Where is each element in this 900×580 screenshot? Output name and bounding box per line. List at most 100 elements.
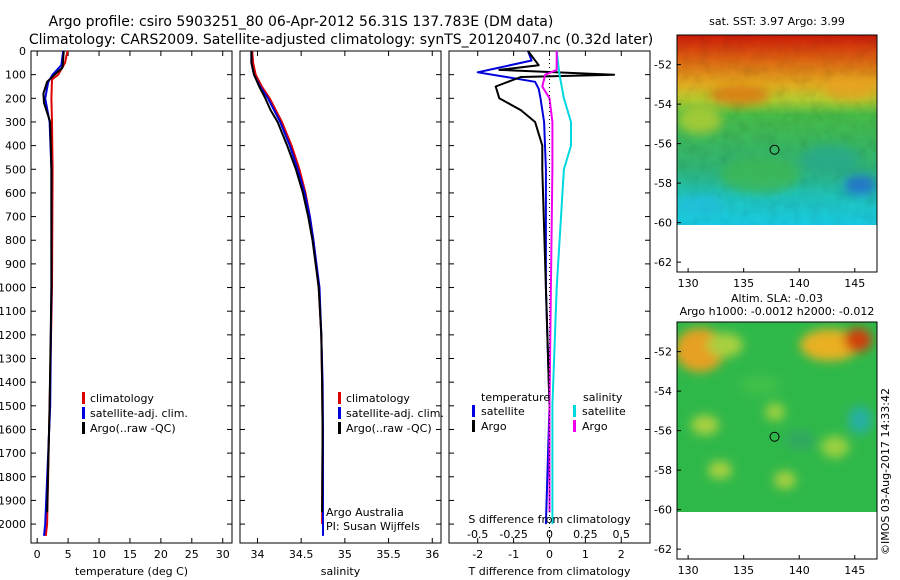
x-tick-label: 2 [618,548,625,561]
axes-frame [30,50,233,544]
map-x-tick-label: 145 [844,564,865,577]
x-axis-label: salinity [321,565,361,578]
legend-swatch [338,392,341,404]
map-y-tick-label: -52 [654,346,672,359]
x-tick-label: 5 [65,548,72,561]
sla-map-subtitle: Argo h1000: -0.0012 h2000: -0.012 [680,305,875,318]
legend-label: climatology [346,392,410,405]
x-axis-label: T difference from climatology [468,565,631,578]
s-tick-label: -0.5 [467,528,488,541]
map-y-tick-label: -52 [654,59,672,72]
legend-swatch [82,422,85,434]
series-line-temperature-argo [494,50,616,513]
map-y-tick-label: -60 [654,504,672,517]
y-tick-label: 1000 [0,282,26,295]
s-tick-label: 0.25 [573,528,598,541]
map-y-tick-label: -56 [654,425,672,438]
temperature-profile-panel: 0 5 10 15 20 25 300100200300400500600700800900… [0,45,233,578]
y-tick-label: 1100 [0,305,26,318]
header-title: Argo profile: csiro 5903251_80 06-Apr-20… [49,14,554,30]
sla-map-title: Altim. SLA: -0.03 [731,292,823,305]
y-tick-label: 200 [5,92,26,105]
y-tick-label: 1300 [0,353,26,366]
legend-label: climatology [90,392,154,405]
map-y-tick-label: -58 [654,464,672,477]
map-y-tick-label: -54 [654,385,672,398]
legend-label: satellite [582,405,626,418]
legend-swatch [338,422,341,434]
x-tick-label: 20 [154,548,168,561]
series-line-temperature-satellite [476,50,551,525]
float-position-marker [769,144,780,155]
y-tick-label: 900 [5,258,26,271]
x-tick-label: 25 [185,548,199,561]
map-y-tick-label: -62 [654,256,672,269]
series-line-argo-raw-qc- [250,51,324,513]
y-tick-label: 1900 [0,494,26,507]
map-x-tick-label: 135 [733,564,754,577]
x-tick-label: 15 [123,548,137,561]
legend-swatch [472,420,475,432]
legend-swatch [338,407,341,419]
sst-map-title: sat. SST: 3.97 Argo: 3.99 [709,15,845,28]
x-tick-label: 30 [216,548,230,561]
legend-swatch [573,420,576,432]
x-tick-label: 0 [34,548,41,561]
y-tick-label: 400 [5,140,26,153]
y-tick-label: 1800 [0,471,26,484]
salinity-profile-panel: 34 34.5 35 35.5 36 salinity climatology satelli… [239,50,444,578]
sst-map-image [677,35,877,225]
x-tick-label: 35.5 [376,548,401,561]
y-tick-label: 100 [5,69,26,82]
s-tick-label: -0.25 [499,528,527,541]
timestamp-stamp: ©IMOS 03-Aug-2017 14:33:42 [879,388,892,555]
y-tick-label: 800 [5,234,26,247]
x-axis-label: temperature (deg C) [75,565,188,578]
y-tick-label: 300 [5,116,26,129]
map-frame [676,34,878,273]
y-tick-label: 700 [5,211,26,224]
x-axis-label-top: S difference from climatology [468,513,631,526]
difference-profile-panel: -2 -1 0 1 2 T difference from climatology S di… [448,50,651,578]
series-line-satellite-adj-clim- [43,50,65,537]
s-tick-label: 0.5 [613,528,631,541]
axes-frame [239,50,442,544]
legend-label: Argo(..raw -QC) [90,422,176,435]
x-tick-label: 1 [582,548,589,561]
map-y-tick-label: -54 [654,98,672,111]
y-tick-label: 0 [19,45,26,58]
x-tick-label: -2 [472,548,483,561]
map-x-tick-label: 130 [678,277,699,290]
legend-label: Argo [481,420,507,433]
map-y-tick-label: -62 [654,543,672,556]
legend-label: Argo(..raw -QC) [346,422,432,435]
series-line-climatology [251,50,324,525]
legend-label: satellite [481,405,525,418]
y-tick-label: 600 [5,187,26,200]
legend-swatch [82,392,85,404]
y-tick-label: 1500 [0,400,26,413]
float-position-marker [769,431,780,442]
x-tick-label: 35 [338,548,352,561]
map-y-tick-label: -58 [654,177,672,190]
x-tick-label: 0 [546,548,553,561]
y-tick-label: 1700 [0,447,26,460]
header-subtitle: Climatology: CARS2009. Satellite-adjuste… [29,32,653,48]
map-y-tick-label: -56 [654,138,672,151]
sla-map-image [677,322,877,512]
x-tick-label: -1 [508,548,519,561]
legend-label: satellite-adj. clim. [346,407,444,420]
pi-text: PI: Susan Wijffels [326,520,420,533]
map-y-tick-label: -60 [654,217,672,230]
credit-text: Argo Australia [326,506,404,519]
map-frame [676,321,878,560]
legend-swatch [573,405,576,417]
map-x-tick-label: 140 [789,277,810,290]
map-x-tick-label: 135 [733,277,754,290]
legend-label: satellite-adj. clim. [90,407,188,420]
x-tick-label: 36 [425,548,439,561]
series-line-salinity-satellite [551,50,572,525]
legend-heading-salinity: salinity [583,391,623,404]
map-x-tick-label: 145 [844,277,865,290]
legend-swatch [82,407,85,419]
